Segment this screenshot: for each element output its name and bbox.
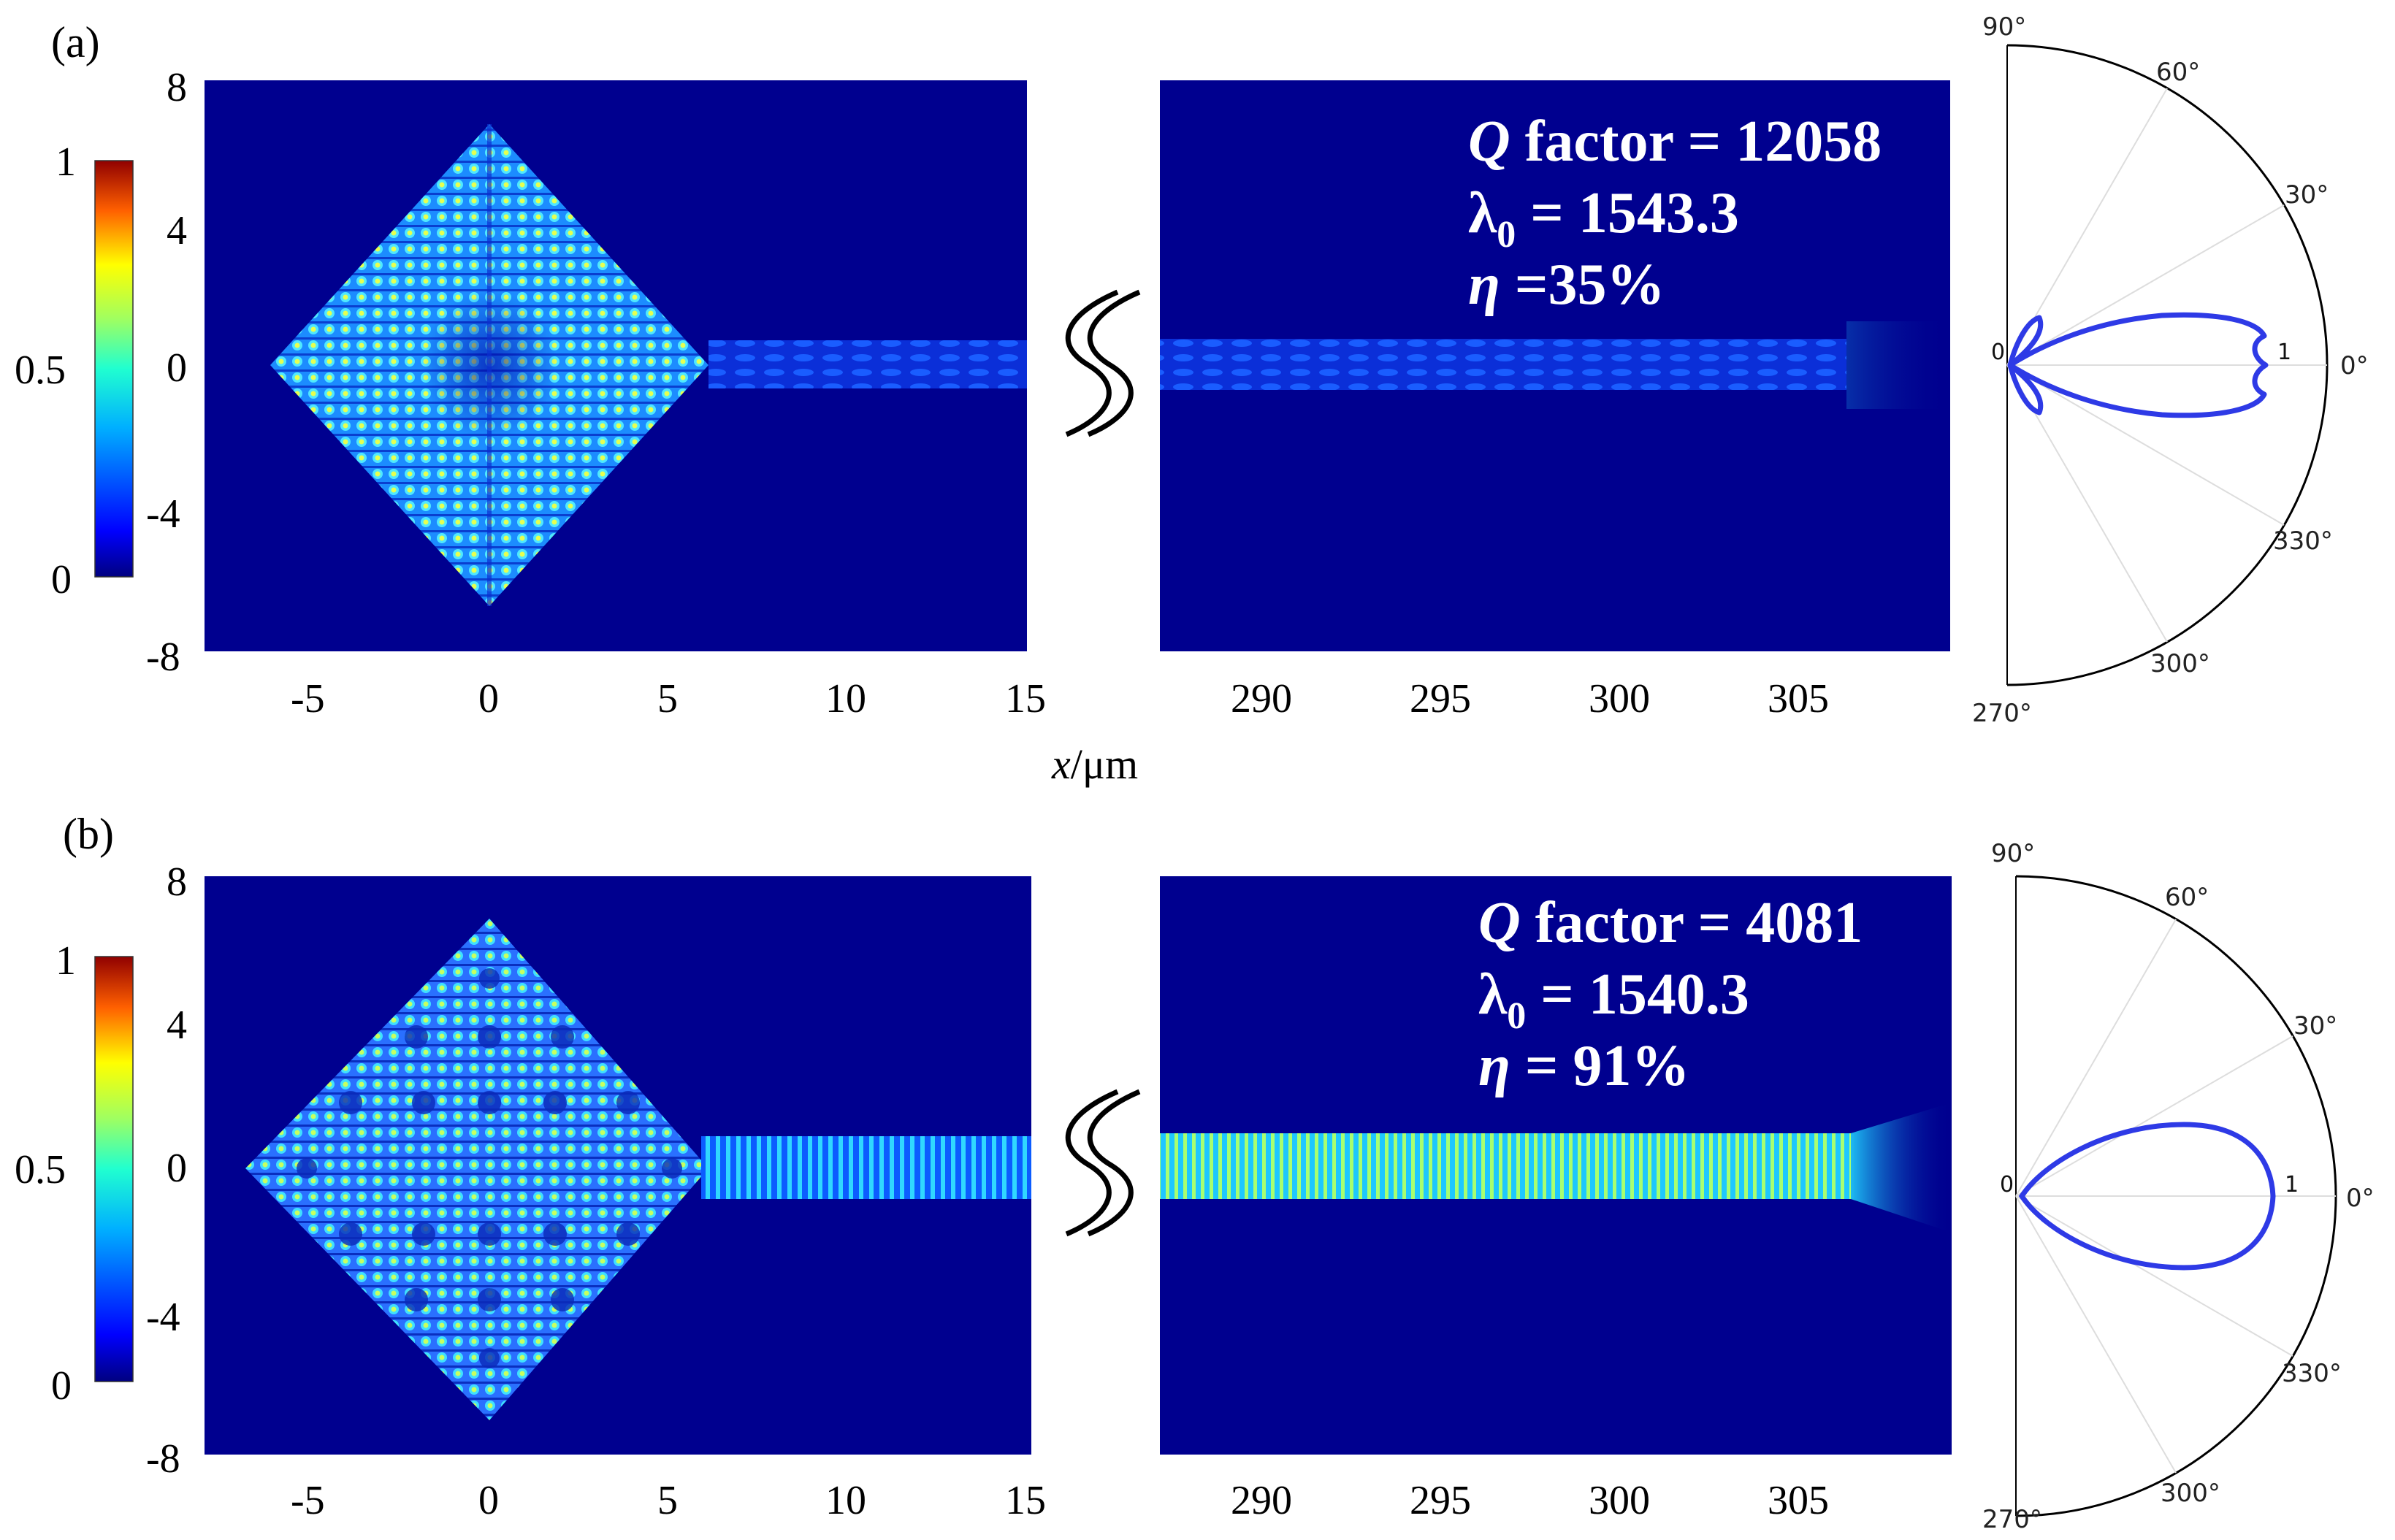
panel-label: (b) [63, 810, 114, 858]
panel-label: (a) [51, 18, 100, 66]
polar-angle-label: 330° [2273, 526, 2333, 556]
x-tick: 5 [657, 1478, 678, 1523]
radiation-pattern [2018, 1122, 2276, 1271]
x-tick: 0 [478, 676, 499, 721]
x-tick: 5 [657, 676, 678, 721]
colorbar-gradient [94, 956, 134, 1382]
waveguide-field [708, 340, 1027, 388]
y-tick: -4 [146, 491, 180, 537]
radiation-pattern [2007, 312, 2269, 418]
x-axis-left: -5 0 5 10 15 [291, 676, 1046, 721]
colorbar-tick: 0.5 [15, 348, 66, 393]
output-beam [1851, 1103, 1952, 1233]
x-tick: 290 [1231, 1478, 1292, 1523]
resonator-diamond [245, 919, 708, 1420]
colorbar: 1 0.5 0 [15, 938, 134, 1409]
efficiency-text: η = 91% [1478, 1034, 1690, 1098]
polar-angle-label: 270° [1972, 699, 2032, 728]
polar-plot: 90° 60° 30° 0° 330° 300° 270° 0 1 [1982, 839, 2375, 1534]
waveguide-field [1160, 339, 1846, 390]
x-tick: 290 [1231, 676, 1292, 721]
field-plot-right [1160, 876, 1952, 1455]
colorbar-tick: 0.5 [15, 1147, 66, 1192]
polar-angle-label: 330° [2282, 1359, 2342, 1388]
colorbar-gradient [94, 160, 134, 578]
polar-r-label: 0 [1991, 340, 2005, 365]
polar-angle-label: 90° [1982, 12, 2026, 42]
waveguide-field [701, 1136, 1031, 1199]
polar-angle-label: 60° [2156, 58, 2200, 87]
y-tick: 8 [167, 859, 187, 905]
axis-break-mark [1065, 1089, 1141, 1237]
x-tick: -5 [291, 1478, 325, 1523]
panel-a: (a) 1 0.5 0 8 4 0 -4 -8 -5 0 5 [15, 12, 2369, 728]
y-tick: 4 [167, 1003, 187, 1048]
polar-r-label: 1 [2277, 340, 2291, 365]
waveguide-field [1160, 1133, 1851, 1199]
polar-angle-label: 270° [1982, 1505, 2042, 1534]
annotation: Q factor = 12058 λ0 = 1543.3 η =35% [1468, 110, 1882, 317]
x-tick: 300 [1589, 1478, 1650, 1523]
x-tick: 0 [478, 1478, 499, 1523]
polar-angle-label: 0° [2346, 1184, 2375, 1213]
colorbar-tick: 0 [51, 1363, 72, 1409]
x-axis-right: 290 295 300 305 [1231, 676, 1829, 721]
wavelength-text: λ0 = 1543.3 [1468, 181, 1739, 256]
y-tick: 0 [167, 1146, 187, 1191]
polar-angle-label: 30° [2293, 1011, 2337, 1041]
polar-angle-label: 60° [2165, 883, 2209, 912]
x-tick: 300 [1589, 676, 1650, 721]
x-axis-label: x/μm [1051, 740, 1138, 788]
field-plot-left [205, 876, 1031, 1455]
y-tick: 4 [167, 208, 187, 253]
y-tick: -8 [146, 1436, 180, 1482]
polar-angle-label: 30° [2285, 180, 2329, 210]
x-axis-left: -5 0 5 10 15 [291, 1478, 1046, 1523]
colorbar: 1 0.5 0 [15, 139, 134, 602]
x-tick: 295 [1410, 1478, 1471, 1523]
x-axis-right: 290 295 300 305 [1231, 1478, 1829, 1523]
colorbar-tick: 0 [51, 557, 72, 602]
x-tick: 305 [1768, 676, 1829, 721]
y-axis: 8 4 0 -4 -8 [146, 859, 187, 1482]
colorbar-tick: 1 [56, 938, 76, 984]
axis-break-mark [1065, 289, 1141, 437]
field-plot-left [205, 80, 1027, 651]
efficiency-text: η =35% [1468, 253, 1665, 317]
polar-angle-label: 300° [2150, 649, 2210, 678]
y-tick: 0 [167, 345, 187, 391]
polar-angle-label: 0° [2340, 351, 2369, 380]
x-tick: 10 [825, 1478, 866, 1523]
x-tick: 10 [825, 676, 866, 721]
x-tick: 295 [1410, 676, 1471, 721]
q-factor-text: Q factor = 12058 [1468, 110, 1882, 174]
x-tick: 15 [1005, 676, 1046, 721]
polar-angle-label: 90° [1991, 839, 2035, 868]
polar-r-label: 0 [2000, 1172, 2014, 1198]
y-tick: -4 [146, 1295, 180, 1340]
y-axis: 8 4 0 -4 -8 [146, 65, 187, 680]
polar-plot: 90° 60° 30° 0° 330° 300° 270° 0 1 [1972, 12, 2369, 728]
annotation: Q factor = 4081 λ0 = 1540.3 η = 91% [1478, 891, 1863, 1098]
panel-b: (b) 1 0.5 0 8 4 0 -4 -8 [15, 810, 2375, 1534]
wavelength-text: λ0 = 1540.3 [1478, 962, 1749, 1037]
x-tick: -5 [291, 676, 325, 721]
field-plot-right [1160, 80, 1950, 651]
x-tick: 305 [1768, 1478, 1829, 1523]
y-tick: 8 [167, 65, 187, 110]
polar-r-label: 1 [2285, 1172, 2299, 1198]
q-factor-text: Q factor = 4081 [1478, 891, 1863, 955]
colorbar-tick: 1 [56, 139, 76, 185]
polar-angle-label: 300° [2161, 1479, 2220, 1508]
x-tick: 15 [1005, 1478, 1046, 1523]
y-tick: -8 [146, 635, 180, 680]
